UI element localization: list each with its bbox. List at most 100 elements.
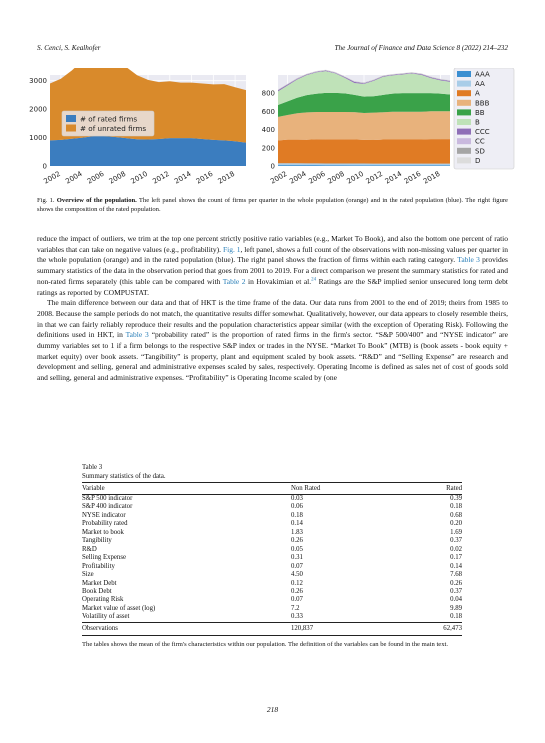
legend-label: BBB bbox=[475, 99, 490, 107]
area-series--of-rated-firms bbox=[50, 136, 246, 166]
table-2-link[interactable]: Table 2 bbox=[223, 277, 246, 286]
table-row: Market to book 1.83 1.69 bbox=[82, 529, 462, 537]
running-header: S. Cenci, S. Kealhofer The Journal of Fi… bbox=[37, 44, 508, 56]
x-tick-label: 2016 bbox=[403, 170, 423, 186]
rated-value-cell: 0.17 bbox=[405, 554, 462, 562]
table-row: Tangibility 0.26 0.37 bbox=[82, 537, 462, 545]
table-3-link[interactable]: Table 3 bbox=[457, 255, 480, 264]
y-tick-label: 0 bbox=[43, 163, 47, 171]
legend-swatch bbox=[457, 138, 471, 144]
variable-name-cell: S&P 400 indicator bbox=[82, 503, 291, 511]
x-tick-label: 2012 bbox=[151, 170, 170, 186]
rated-value-cell: 0.37 bbox=[405, 537, 462, 545]
table-body: S&P 500 indicator 0.03 0.39 S&P 400 indicat… bbox=[82, 495, 462, 636]
legend-swatch bbox=[457, 119, 471, 125]
legend-label: B bbox=[475, 119, 480, 127]
figure-caption: Fig. 1. Overview of the population. The … bbox=[37, 196, 508, 214]
table-row: Selling Expense 0.31 0.17 bbox=[82, 554, 462, 562]
caption-label: Fig. 1. bbox=[37, 197, 55, 204]
rated-value-cell: 0.14 bbox=[405, 563, 462, 571]
table-3-link-2[interactable]: Table 3 bbox=[126, 330, 149, 339]
non-rated-value-cell: 0.14 bbox=[291, 520, 405, 528]
variable-name-cell: Market to book bbox=[82, 529, 291, 537]
y-tick-label: 1000 bbox=[29, 134, 47, 142]
non-rated-value-cell: 0.07 bbox=[291, 563, 405, 571]
legend-swatch bbox=[457, 100, 471, 106]
observations-rated: 62,473 bbox=[405, 622, 462, 635]
p1-text-d: in Hovakimian et al. bbox=[246, 277, 312, 286]
legend-label: AAA bbox=[475, 71, 490, 79]
area-series-bbb bbox=[278, 111, 450, 140]
x-tick-label: 2012 bbox=[365, 170, 384, 186]
table-row: S&P 400 indicator 0.06 0.18 bbox=[82, 503, 462, 511]
non-rated-value-cell: 0.05 bbox=[291, 546, 405, 554]
legend-swatch bbox=[457, 109, 471, 115]
y-tick-label: 3000 bbox=[29, 77, 47, 85]
x-tick-label: 2006 bbox=[307, 170, 327, 186]
x-tick-label: 2018 bbox=[217, 170, 236, 186]
x-tick-label: 2008 bbox=[326, 170, 345, 186]
legend-label: CC bbox=[475, 138, 485, 146]
paragraph-2: The main difference between our data and… bbox=[37, 298, 508, 384]
header-rated: Rated bbox=[405, 483, 462, 495]
table-row: Market Debt 0.12 0.26 bbox=[82, 580, 462, 588]
y-tick-label: 800 bbox=[262, 90, 275, 98]
x-tick-label: 2010 bbox=[346, 170, 365, 186]
legend-swatch bbox=[66, 115, 76, 122]
rated-value-cell: 7.68 bbox=[405, 571, 462, 579]
legend-label: A bbox=[475, 90, 480, 98]
x-tick-label: 2002 bbox=[42, 170, 61, 186]
variable-name-cell: Book Debt bbox=[82, 588, 291, 596]
legend-swatch bbox=[66, 125, 76, 132]
x-tick-label: 2014 bbox=[384, 170, 404, 186]
non-rated-value-cell: 1.83 bbox=[291, 529, 405, 537]
legend-label: SD bbox=[475, 147, 485, 155]
y-tick-label: 2000 bbox=[29, 106, 47, 114]
y-tick-label: 0 bbox=[271, 163, 275, 171]
area-series-a bbox=[278, 139, 450, 164]
variable-name-cell: Profitability bbox=[82, 563, 291, 571]
variable-name-cell: NYSE indicator bbox=[82, 512, 291, 520]
non-rated-value-cell: 0.26 bbox=[291, 588, 405, 596]
summary-statistics-table: Variable Non Rated Rated S&P 500 indicat… bbox=[82, 482, 462, 636]
x-tick-label: 2018 bbox=[422, 170, 441, 186]
header-non-rated: Non Rated bbox=[291, 483, 405, 495]
variable-name-cell: S&P 500 indicator bbox=[82, 495, 291, 504]
x-tick-label: 2002 bbox=[269, 170, 288, 186]
legend-label: # of unrated firms bbox=[80, 124, 146, 133]
non-rated-value-cell: 0.26 bbox=[291, 537, 405, 545]
header-authors: S. Cenci, S. Kealhofer bbox=[37, 44, 100, 52]
legend-label: BB bbox=[475, 109, 485, 117]
rated-value-cell: 0.18 bbox=[405, 503, 462, 511]
variable-name-cell: Size bbox=[82, 571, 291, 579]
non-rated-value-cell: 7.2 bbox=[291, 605, 405, 613]
y-tick-label: 200 bbox=[262, 144, 275, 152]
rated-value-cell: 0.68 bbox=[405, 512, 462, 520]
rated-value-cell: 0.26 bbox=[405, 580, 462, 588]
rated-value-cell: 0.02 bbox=[405, 546, 462, 554]
legend-swatch bbox=[457, 81, 471, 87]
caption-title: Overview of the population. bbox=[57, 197, 137, 204]
rated-value-cell: 0.18 bbox=[405, 613, 462, 622]
x-tick-label: 2004 bbox=[288, 170, 308, 186]
rated-value-cell: 0.04 bbox=[405, 596, 462, 604]
observations-label: Observations bbox=[82, 622, 291, 635]
y-tick-label: 600 bbox=[262, 108, 275, 116]
rated-value-cell: 9.89 bbox=[405, 605, 462, 613]
rated-value-cell: 0.39 bbox=[405, 495, 462, 504]
legend-swatch bbox=[457, 157, 471, 163]
variable-name-cell: Market Debt bbox=[82, 580, 291, 588]
table-row: Probability rated 0.14 0.20 bbox=[82, 520, 462, 528]
table-row: NYSE indicator 0.18 0.68 bbox=[82, 512, 462, 520]
table-row: Profitability 0.07 0.14 bbox=[82, 563, 462, 571]
page-number: 218 bbox=[0, 705, 545, 714]
table-row: Volatility of asset 0.33 0.18 bbox=[82, 613, 462, 622]
fig-1-link[interactable]: Fig. 1 bbox=[223, 245, 241, 254]
variable-name-cell: Operating Risk bbox=[82, 596, 291, 604]
non-rated-value-cell: 0.03 bbox=[291, 495, 405, 504]
header-journal: The Journal of Finance and Data Science … bbox=[335, 44, 508, 52]
legend-label: # of rated firms bbox=[80, 115, 137, 124]
variable-name-cell: Selling Expense bbox=[82, 554, 291, 562]
variable-name-cell: Market value of asset (log) bbox=[82, 605, 291, 613]
